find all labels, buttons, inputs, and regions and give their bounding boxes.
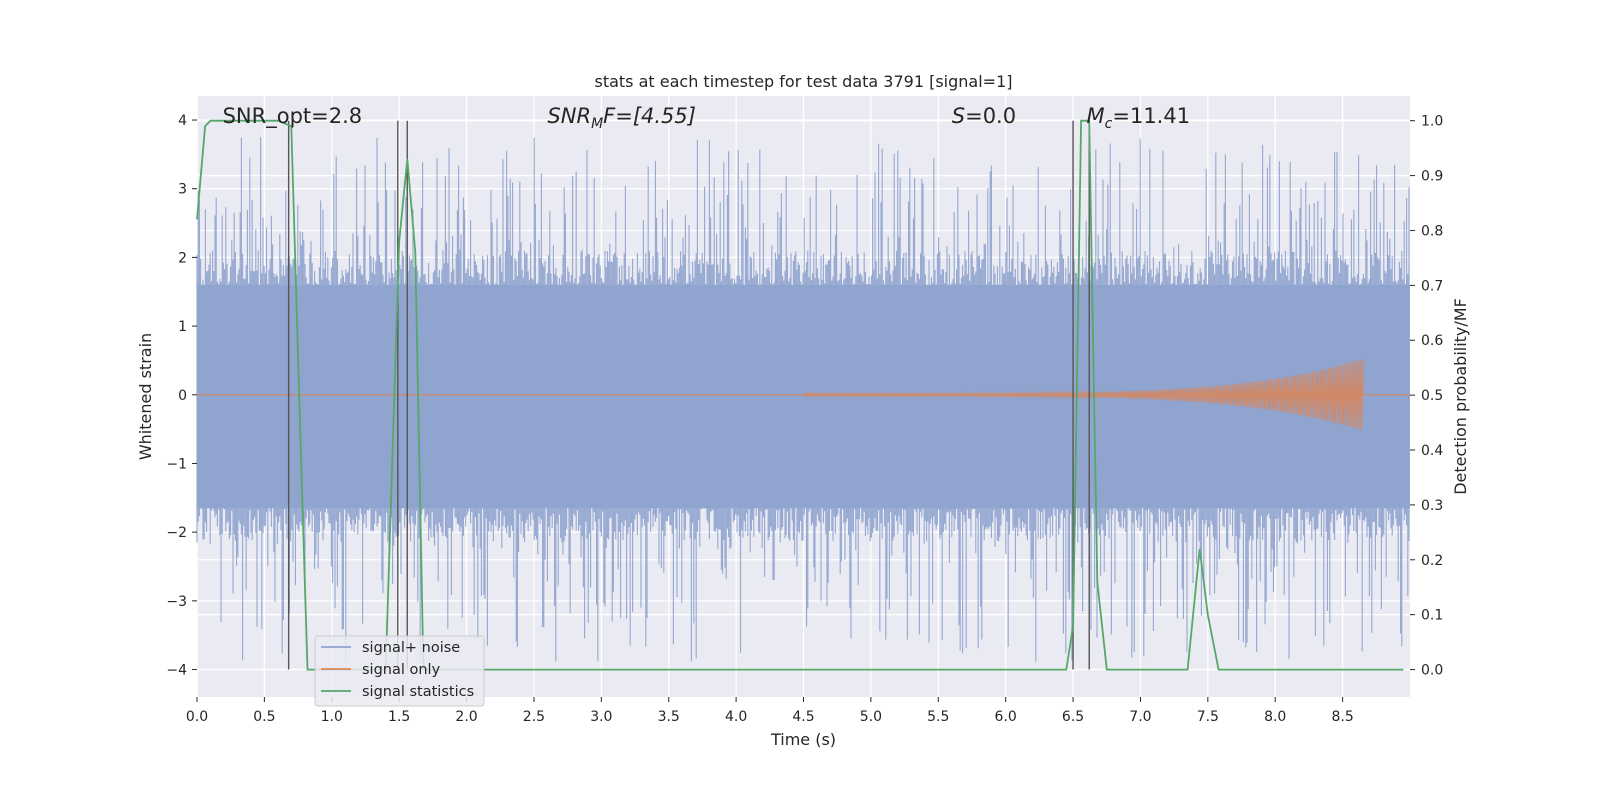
x-tick-label: 0.0 xyxy=(186,709,208,725)
x-tick-label: 7.0 xyxy=(1129,709,1151,725)
y-right-tick-label: 0.9 xyxy=(1421,169,1443,185)
legend-label-signal-only: signal only xyxy=(362,662,441,678)
x-tick-label: 2.0 xyxy=(455,709,477,725)
y-left-tick-label: −4 xyxy=(166,663,187,679)
annotation-snr-mf: SNRMF=[4.55] xyxy=(547,104,696,132)
annotation-snr-opt: SNR_opt=2.8 xyxy=(223,104,363,129)
x-tick-label: 8.0 xyxy=(1264,709,1286,725)
y-right-tick-label: 0.6 xyxy=(1421,333,1443,349)
y-right-tick-label: 0.2 xyxy=(1421,553,1443,569)
y-axis-left-label: Whitened strain xyxy=(136,333,155,460)
y-left-tick-label: −1 xyxy=(166,456,187,472)
y-right-tick-label: 1.0 xyxy=(1421,114,1443,130)
x-tick-label: 4.5 xyxy=(792,709,814,725)
y-left-tick-label: −3 xyxy=(166,594,187,610)
x-tick-label: 2.5 xyxy=(523,709,545,725)
annotation-mc: Mc=11.41 xyxy=(1087,104,1191,132)
annotation-s-tail: =0.0 xyxy=(965,104,1016,128)
x-tick-label: 1.5 xyxy=(388,709,410,725)
x-tick-label: 0.5 xyxy=(253,709,275,725)
annotation-mc-tail: =11.41 xyxy=(1112,104,1190,128)
chart-title: stats at each timestep for test data 379… xyxy=(594,72,1012,91)
x-tick-label: 5.0 xyxy=(860,709,882,725)
legend-label-signal-statistics: signal statistics xyxy=(362,684,474,700)
y-right-tick-label: 0.3 xyxy=(1421,498,1443,514)
y-left-tick-label: 0 xyxy=(178,388,187,404)
annotation-snr-mf-main: SNR xyxy=(547,104,591,128)
annotation-snr-mf-tail: F=[4.55] xyxy=(603,104,696,128)
x-tick-label: 3.0 xyxy=(590,709,612,725)
y-left-tick-label: 3 xyxy=(178,182,187,198)
x-axis-label: Time (s) xyxy=(770,730,836,749)
x-tick-label: 4.0 xyxy=(725,709,747,725)
y-left-tick-label: 4 xyxy=(178,113,187,129)
legend-label-signal-noise: signal+ noise xyxy=(362,640,460,656)
y-left-tick-label: −2 xyxy=(166,525,187,541)
x-tick-label: 6.0 xyxy=(995,709,1017,725)
y-right-tick-label: 0.5 xyxy=(1421,388,1443,404)
annotation-mc-main: M xyxy=(1087,104,1105,128)
annotation-snr-mf-sub: M xyxy=(591,116,603,132)
y-axis-right-label: Detection probability/MF xyxy=(1451,298,1470,495)
y-right-tick-label: 0.7 xyxy=(1421,278,1443,294)
x-tick-label: 8.5 xyxy=(1331,709,1353,725)
y-right-tick-label: 0.0 xyxy=(1421,663,1443,679)
x-tick-label: 7.5 xyxy=(1197,709,1219,725)
x-tick-label: 3.5 xyxy=(658,709,680,725)
y-right-tick-label: 0.1 xyxy=(1421,608,1443,624)
y-left-tick-label: 2 xyxy=(178,250,187,266)
annotation-s-main: S xyxy=(952,104,965,128)
x-tick-label: 5.5 xyxy=(927,709,949,725)
y-right-tick-label: 0.8 xyxy=(1421,223,1443,239)
y-right-tick-label: 0.4 xyxy=(1421,443,1443,459)
legend: signal+ noise signal only signal statist… xyxy=(315,636,484,706)
y-left-tick-label: 1 xyxy=(178,319,187,335)
x-tick-label: 1.0 xyxy=(321,709,343,725)
x-tick-label: 6.5 xyxy=(1062,709,1084,725)
annotation-s: S=0.0 xyxy=(952,104,1016,128)
